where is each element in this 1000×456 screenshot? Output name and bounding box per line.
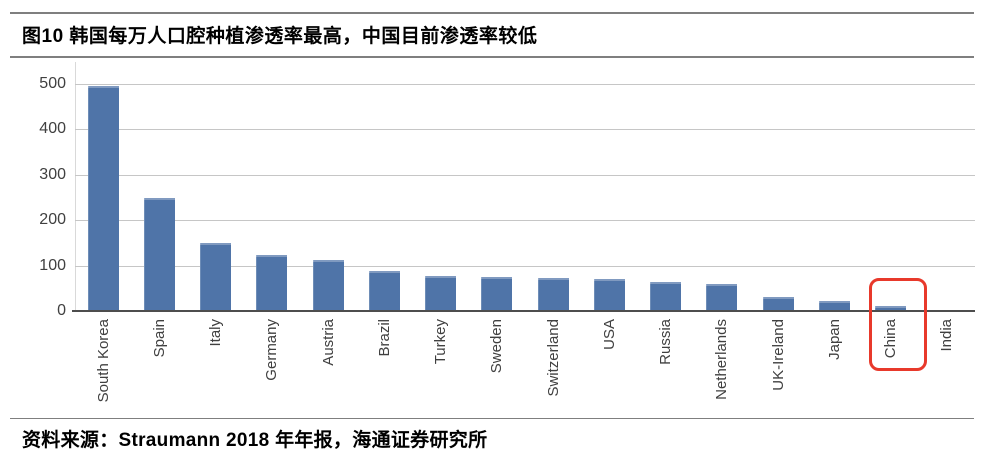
x-axis-category-labels: South Korea Spain Italy Germany Austria Brazi… <box>75 319 975 402</box>
x-axis-line <box>72 310 975 312</box>
bar-slot-brazil <box>356 84 412 311</box>
xlabel-slot-spain: Spain <box>131 319 187 357</box>
bar-russia <box>650 281 682 311</box>
bar-chart-plot-area <box>72 62 975 312</box>
gridline-400 <box>75 129 975 131</box>
xlabel-italy: Italy <box>207 319 225 347</box>
xlabel-slot-austria: Austria <box>300 319 356 366</box>
bar-series <box>75 84 975 311</box>
xlabel-south-korea: South Korea <box>94 319 112 403</box>
y-tick-label-100: 100 <box>39 256 66 274</box>
y-tick-label-200: 200 <box>39 211 66 229</box>
xlabel-brazil: Brazil <box>375 319 393 357</box>
xlabel-spain: Spain <box>150 319 168 358</box>
xlabel-slot-turkey: Turkey <box>413 319 469 364</box>
xlabel-slot-china: China <box>863 319 919 358</box>
xlabel-india: India <box>938 319 956 352</box>
gridline-300 <box>75 174 975 176</box>
bar-slot-japan <box>806 84 862 311</box>
bar-germany <box>256 254 288 311</box>
y-tick-label-0: 0 <box>57 302 66 319</box>
bar-italy <box>200 242 232 311</box>
bar-china <box>875 306 907 311</box>
bar-slot-spain <box>131 84 187 311</box>
xlabel-usa: USA <box>600 319 618 350</box>
bar-slot-italy <box>188 84 244 311</box>
bar-netherlands <box>706 284 738 311</box>
bar-slot-usa <box>581 84 637 311</box>
xlabel-turkey: Turkey <box>432 319 450 365</box>
xlabel-slot-japan: Japan <box>806 319 862 360</box>
xlabel-slot-usa: USA <box>581 319 637 350</box>
xlabel-switzerland: Switzerland <box>544 319 562 397</box>
gridline-100 <box>75 265 975 267</box>
xlabel-austria: Austria <box>319 319 337 366</box>
xlabel-uk-ireland: UK-Ireland <box>769 319 787 391</box>
xlabel-slot-italy: Italy <box>188 319 244 347</box>
bar-slot-sweden <box>469 84 525 311</box>
xlabel-netherlands: Netherlands <box>713 319 731 400</box>
bar-usa <box>593 279 625 311</box>
source-text: 资料来源：Straumann 2018 年年报，海通证券研究所 <box>22 430 488 451</box>
figure-title: 图10 韩国每万人口腔种植渗透率最高，中国目前渗透率较低 <box>22 26 538 47</box>
xlabel-russia: Russia <box>657 319 675 365</box>
y-axis-line <box>75 62 76 311</box>
bar-brazil <box>368 271 400 311</box>
xlabel-slot-south-korea: South Korea <box>75 319 131 402</box>
xlabel-slot-india: India <box>919 319 975 352</box>
gridline-200 <box>75 220 975 222</box>
gridline-500 <box>75 84 975 85</box>
bar-slot-netherlands <box>694 84 750 311</box>
bar-slot-india <box>919 84 975 311</box>
bar-slot-uk-ireland <box>750 84 806 311</box>
bar-south-korea <box>87 86 119 311</box>
figure-title-block: 图10 韩国每万人口腔种植渗透率最高，中国目前渗透率较低 <box>10 12 974 58</box>
bar-slot-russia <box>638 84 694 311</box>
xlabel-sweden: Sweden <box>488 319 506 374</box>
bar-slot-china <box>863 84 919 311</box>
bar-slot-austria <box>300 84 356 311</box>
xlabel-slot-brazil: Brazil <box>356 319 412 357</box>
xlabel-slot-uk-ireland: UK-Ireland <box>750 319 806 391</box>
xlabel-slot-sweden: Sweden <box>469 319 525 373</box>
bar-slot-switzerland <box>525 84 581 311</box>
xlabel-slot-netherlands: Netherlands <box>694 319 750 400</box>
xlabel-japan: Japan <box>825 319 843 360</box>
xlabel-slot-russia: Russia <box>638 319 694 365</box>
y-tick-label-400: 400 <box>39 120 66 138</box>
bar-japan <box>818 301 850 311</box>
bar-spain <box>143 197 175 311</box>
xlabel-slot-germany: Germany <box>244 319 300 381</box>
bar-slot-south-korea <box>75 84 131 311</box>
bar-slot-germany <box>244 84 300 311</box>
bar-switzerland <box>537 278 569 311</box>
y-tick-label-300: 300 <box>39 165 66 183</box>
y-tick-label-500: 500 <box>39 75 66 92</box>
bar-austria <box>312 260 344 311</box>
xlabel-china: China <box>882 319 900 359</box>
source-block: 资料来源：Straumann 2018 年年报，海通证券研究所 <box>10 418 974 452</box>
xlabel-slot-switzerland: Switzerland <box>525 319 581 397</box>
bar-turkey <box>425 275 457 311</box>
bar-sweden <box>481 276 513 311</box>
xlabel-germany: Germany <box>263 319 281 381</box>
bar-slot-turkey <box>413 84 469 311</box>
bar-uk-ireland <box>762 297 794 311</box>
